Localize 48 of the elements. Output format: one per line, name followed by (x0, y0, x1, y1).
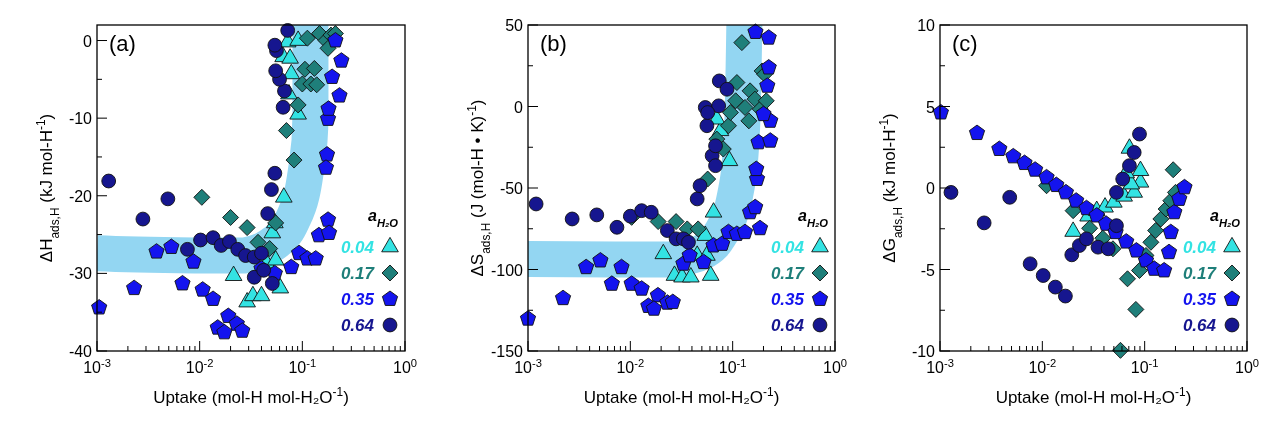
x-tick-label: 10$^{-1}$ (1130, 357, 1159, 376)
y-tick-label: -10 (911, 343, 936, 360)
legend-title: a$_{H₂O}$ (368, 207, 399, 229)
chart-title: (b) (540, 31, 567, 56)
y-tick-label: -40 (68, 343, 93, 360)
x-tick-label: 10$^{-3}$ (83, 357, 111, 376)
x-tick-label: 10$^{0}$ (822, 357, 848, 376)
y-tick-label: 50 (505, 17, 524, 34)
legend-label: 0.04 (340, 238, 375, 257)
x-tick-label: 10$^{-1}$ (718, 357, 747, 376)
x-axis-title: Uptake (mol-H mol-H₂O$^{-1}$) (583, 385, 780, 407)
legend-title: a$_{H₂O}$ (1210, 207, 1241, 229)
legend-label: 0.64 (770, 316, 805, 335)
x-axis-title: Uptake (mol-H mol-H₂O$^{-1}$) (995, 385, 1192, 407)
y-tick-label: -30 (68, 265, 93, 283)
y-tick-label: -100 (490, 261, 524, 279)
x-axis-title: Uptake (mol-H mol-H₂O$^{-1}$) (153, 385, 349, 407)
y-tick-label: 5 (926, 98, 936, 116)
x-tick-label: 10$^{-3}$ (514, 357, 542, 376)
chart-title: (a) (109, 31, 136, 56)
legend-label: 0.04 (1182, 238, 1217, 257)
legend-label: 0.35 (770, 290, 805, 309)
legend-label: 0.35 (1182, 290, 1217, 309)
y-tick-label: 10 (917, 17, 936, 34)
y-tick-label: 0 (83, 32, 93, 50)
legend-label: 0.17 (340, 264, 376, 283)
y-tick-label: -10 (68, 110, 93, 128)
legend-label: 0.64 (1182, 316, 1217, 335)
x-tick-label: 10$^{-3}$ (926, 357, 954, 376)
y-tick-label: -150 (490, 343, 524, 360)
legend-label: 0.64 (340, 316, 375, 335)
y-tick-label: -50 (499, 180, 524, 197)
x-tick-label: 10$^{0}$ (1234, 357, 1260, 376)
x-tick-label: 10$^{-2}$ (185, 357, 214, 376)
x-tick-label: 10$^{0}$ (392, 357, 418, 376)
chart-title: (c) (952, 31, 978, 56)
y-tick-label: -5 (920, 261, 936, 279)
x-tick-label: 10$^{-2}$ (1028, 357, 1057, 376)
legend-label: 0.04 (770, 238, 805, 257)
y-tick-label: -20 (68, 187, 93, 205)
legend-label: 0.17 (1182, 264, 1218, 283)
y-tick-label: 0 (926, 180, 936, 197)
x-tick-label: 10$^{-1}$ (288, 357, 317, 376)
legend-title: a$_{H₂O}$ (798, 207, 829, 229)
y-tick-label: 0 (514, 98, 524, 116)
x-tick-label: 10$^{-2}$ (616, 357, 645, 376)
legend-label: 0.17 (770, 264, 806, 283)
legend-label: 0.35 (340, 290, 375, 309)
